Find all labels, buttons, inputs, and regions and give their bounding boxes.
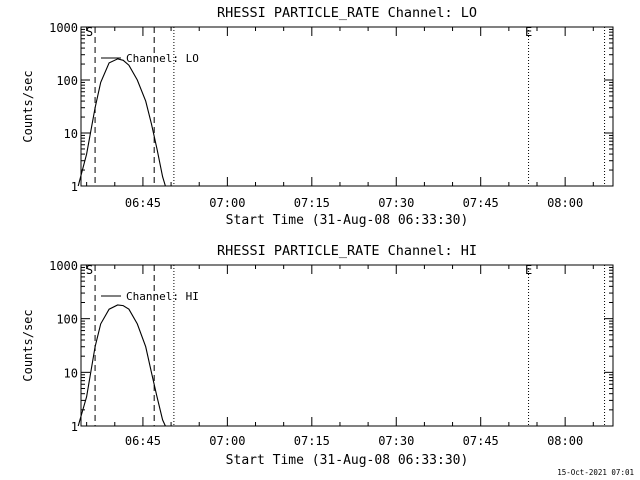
marker-label-s: S: [86, 25, 93, 39]
chart-title: RHESSI PARTICLE_RATE Channel: HI: [217, 243, 477, 259]
x-axis-label: Start Time (31-Aug-08 06:33:30): [226, 453, 469, 468]
y-tick-label: 100: [56, 74, 78, 88]
x-tick-label: 07:15: [294, 434, 330, 448]
series-line-1: [77, 58, 166, 187]
chart-panel-2: RHESSI PARTICLE_RATE Channel: HI 1 10 100 10…: [21, 243, 614, 468]
y-tick-label: 10: [64, 127, 78, 141]
plot-frame: [80, 264, 614, 427]
x-tick-label: 07:45: [463, 196, 499, 210]
x-tick-label: 07:45: [463, 434, 499, 448]
chart-panel-1: RHESSI PARTICLE_RATE Channel: LO 1 10 100 10…: [21, 5, 614, 228]
legend-label: Channel: HI: [126, 290, 199, 303]
x-tick-label: 07:00: [209, 196, 245, 210]
x-tick-label: 06:45: [125, 196, 161, 210]
marker-label-s: S: [86, 263, 93, 277]
x-tick-label: 08:00: [547, 196, 583, 210]
x-tick-label: 06:45: [125, 434, 161, 448]
y-axis-label: Counts/sec: [21, 309, 35, 381]
y-tick-label: 1: [71, 180, 78, 194]
y-tick-label: 1000: [49, 259, 78, 273]
x-tick-label: 07:30: [378, 434, 414, 448]
legend-label: Channel: LO: [126, 52, 199, 65]
x-tick-label: 08:00: [547, 434, 583, 448]
y-tick-label: 1: [71, 420, 78, 434]
y-tick-label: 100: [56, 313, 78, 327]
marker-label-e: E: [525, 25, 532, 39]
x-tick-label: 07:30: [378, 196, 414, 210]
series-line-1: [77, 304, 166, 427]
x-tick-label: 07:00: [209, 434, 245, 448]
chart-title: RHESSI PARTICLE_RATE Channel: LO: [217, 5, 477, 21]
y-tick-label: 10: [64, 366, 78, 380]
marker-label-e: E: [525, 263, 532, 277]
plot-frame: [80, 26, 614, 187]
footer-timestamp: 15-Oct-2021 07:01: [557, 468, 634, 477]
x-axis-label: Start Time (31-Aug-08 06:33:30): [226, 213, 469, 228]
y-tick-label: 1000: [49, 21, 78, 35]
y-axis-label: Counts/sec: [21, 70, 35, 142]
x-tick-label: 07:15: [294, 196, 330, 210]
